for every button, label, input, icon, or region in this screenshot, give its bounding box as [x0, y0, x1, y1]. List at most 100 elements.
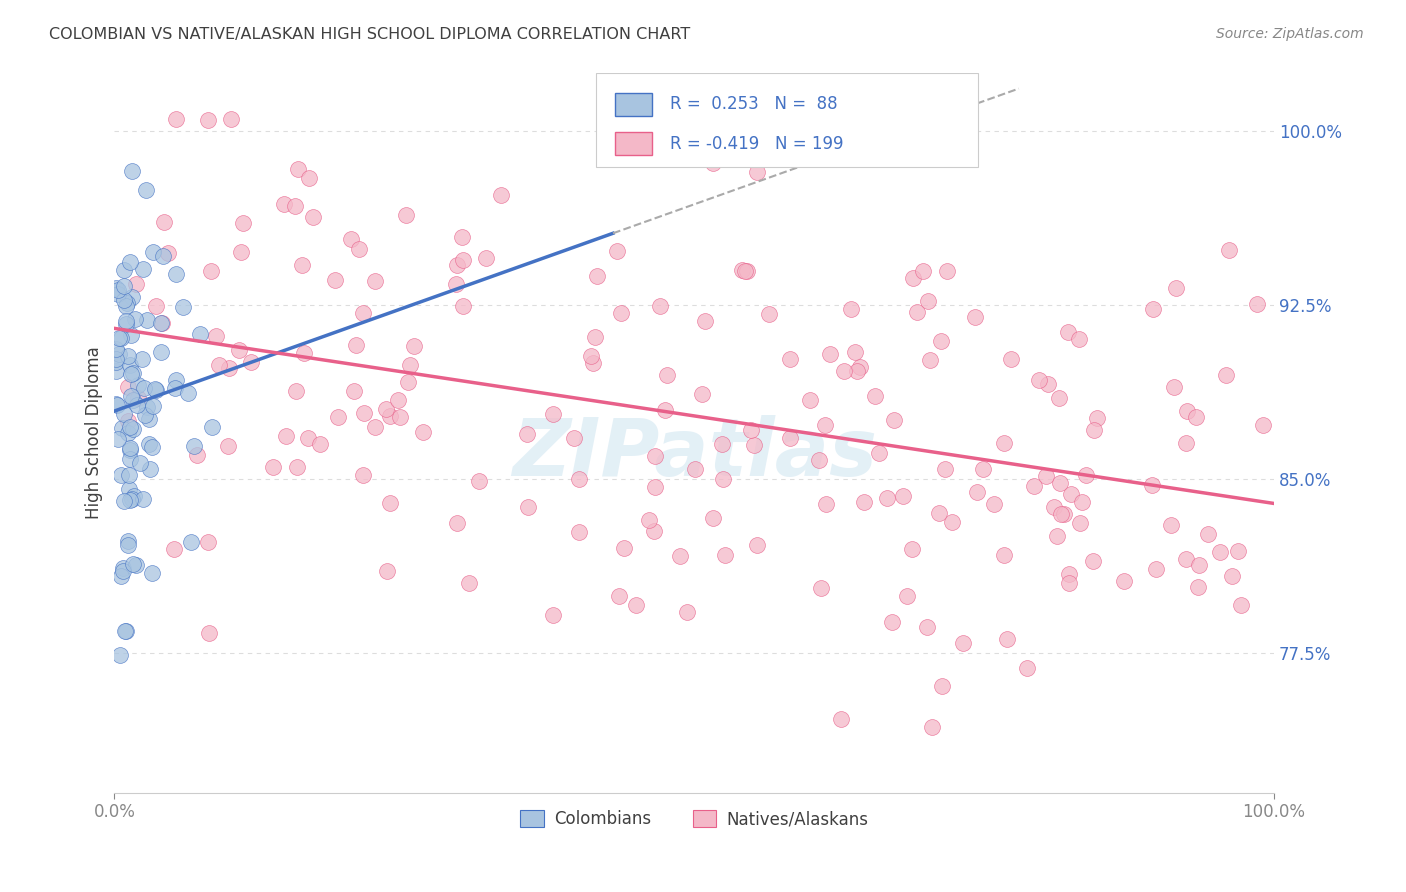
Y-axis label: High School Diploma: High School Diploma: [86, 346, 103, 519]
Point: [291, 258, 314, 272]
Point: [1142, 302, 1164, 317]
Point: [853, 495, 876, 509]
Point: [1049, 476, 1071, 491]
Point: [198, 626, 221, 640]
Point: [163, 380, 186, 394]
Point: [995, 632, 1018, 646]
Point: [112, 263, 135, 277]
Point: [516, 426, 538, 441]
Point: [966, 485, 988, 500]
Point: [141, 566, 163, 580]
Point: [297, 431, 319, 445]
Point: [1060, 487, 1083, 501]
Point: [110, 648, 132, 662]
Point: [876, 491, 898, 506]
Point: [1056, 326, 1078, 340]
Point: [108, 331, 131, 345]
Point: [880, 615, 903, 629]
Point: [347, 242, 370, 256]
Point: [122, 422, 145, 436]
Point: [832, 364, 855, 378]
Point: [117, 425, 139, 440]
Point: [301, 211, 323, 225]
Point: [127, 378, 149, 392]
Point: [110, 330, 132, 344]
Point: [1053, 507, 1076, 521]
Point: [936, 263, 959, 277]
Point: [142, 245, 165, 260]
Point: [1227, 543, 1250, 558]
Point: [404, 339, 426, 353]
Point: [105, 355, 128, 369]
Point: [396, 375, 419, 389]
Point: [1140, 478, 1163, 492]
Point: [1087, 411, 1109, 425]
Point: [107, 432, 129, 446]
Point: [918, 352, 941, 367]
Point: [165, 112, 187, 127]
Point: [654, 403, 676, 417]
Point: [180, 535, 202, 549]
Point: [1209, 545, 1232, 559]
Point: [115, 624, 138, 638]
Point: [839, 301, 862, 316]
Point: [669, 549, 692, 563]
Point: [375, 402, 398, 417]
Point: [112, 561, 135, 575]
Point: [579, 349, 602, 363]
Text: R =  0.253   N =  88: R = 0.253 N = 88: [669, 95, 838, 113]
Point: [139, 461, 162, 475]
Legend: Colombians, Natives/Alaskans: Colombians, Natives/Alaskans: [513, 803, 875, 835]
Point: [814, 417, 837, 432]
Point: [921, 720, 943, 734]
Point: [197, 112, 219, 127]
Point: [1035, 468, 1057, 483]
Point: [779, 431, 801, 445]
Point: [891, 489, 914, 503]
Point: [1028, 373, 1050, 387]
Point: [934, 462, 956, 476]
Point: [1175, 404, 1198, 418]
Point: [516, 500, 538, 514]
Point: [446, 516, 468, 531]
Point: [606, 244, 628, 259]
Point: [138, 411, 160, 425]
Point: [112, 293, 135, 308]
Point: [1218, 243, 1240, 257]
Point: [583, 330, 606, 344]
Point: [928, 506, 950, 520]
Point: [122, 392, 145, 407]
Point: [163, 541, 186, 556]
Point: [134, 409, 156, 423]
Point: [395, 209, 418, 223]
Point: [1047, 391, 1070, 405]
Point: [136, 313, 159, 327]
Point: [188, 327, 211, 342]
Point: [352, 306, 374, 320]
Point: [849, 359, 872, 374]
Point: [117, 414, 139, 428]
Point: [114, 624, 136, 639]
Point: [111, 564, 134, 578]
Point: [810, 581, 832, 595]
Point: [1067, 332, 1090, 346]
Point: [143, 382, 166, 396]
Point: [364, 420, 387, 434]
Point: [120, 420, 142, 434]
Point: [900, 541, 922, 556]
Point: [105, 364, 128, 378]
Point: [993, 548, 1015, 562]
Point: [240, 355, 263, 369]
Point: [186, 448, 208, 462]
Point: [150, 316, 173, 330]
Point: [993, 435, 1015, 450]
Point: [120, 389, 142, 403]
Point: [125, 277, 148, 291]
Point: [149, 345, 172, 359]
Point: [118, 255, 141, 269]
Point: [150, 316, 173, 330]
Point: [1215, 368, 1237, 382]
Point: [283, 198, 305, 212]
Point: [972, 462, 994, 476]
Point: [120, 327, 142, 342]
